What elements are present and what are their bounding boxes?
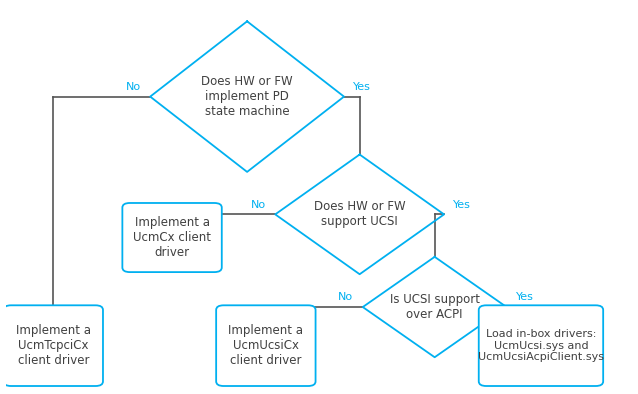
Text: Implement a
UcmCx client
driver: Implement a UcmCx client driver: [133, 216, 211, 259]
Text: Is UCSI support
over ACPI: Is UCSI support over ACPI: [390, 293, 480, 321]
FancyBboxPatch shape: [122, 203, 222, 272]
FancyBboxPatch shape: [4, 305, 103, 386]
Text: Does HW or FW
support UCSI: Does HW or FW support UCSI: [314, 201, 406, 229]
Text: Yes: Yes: [516, 292, 534, 302]
Text: No: No: [251, 200, 266, 210]
Text: Implement a
UcmUcsiCx
client driver: Implement a UcmUcsiCx client driver: [228, 324, 303, 367]
Text: Load in-box drivers:
UcmUcsi.sys and
UcmUcsiAcpiClient.sys: Load in-box drivers: UcmUcsi.sys and Ucm…: [478, 329, 604, 362]
Text: Yes: Yes: [454, 200, 471, 210]
FancyBboxPatch shape: [216, 305, 316, 386]
Text: Does HW or FW
implement PD
state machine: Does HW or FW implement PD state machine: [201, 75, 293, 118]
Text: Implement a
UcmTcpciCx
client driver: Implement a UcmTcpciCx client driver: [16, 324, 91, 367]
Text: No: No: [126, 82, 141, 92]
Text: Yes: Yes: [353, 82, 371, 92]
FancyBboxPatch shape: [478, 305, 603, 386]
Text: No: No: [338, 292, 353, 302]
